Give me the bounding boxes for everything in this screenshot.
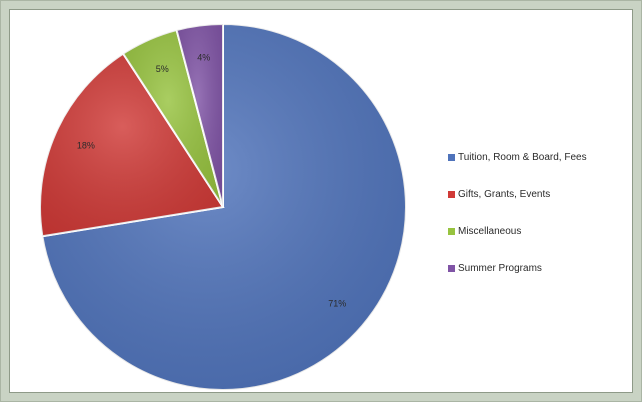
legend-swatch: [448, 153, 455, 161]
legend-label: Summer Programs: [458, 262, 542, 274]
data-label-summer-programs: 4%: [197, 53, 210, 63]
data-label-gifts: 18%: [77, 141, 95, 151]
legend-swatch: [448, 264, 455, 272]
pie-slice-shading: [176, 24, 223, 207]
pie-data-labels: 71% 18% 5% 4%: [77, 53, 346, 309]
pie-slice-shading: [39, 53, 223, 237]
pie-chart: 71% 18% 5% 4%: [39, 22, 407, 391]
legend-swatch: [448, 227, 455, 235]
legend-item-gifts: Gifts, Grants, Events: [448, 185, 587, 203]
legend-label: Gifts, Grants, Events: [458, 188, 551, 200]
pie-slices: [39, 22, 407, 391]
legend-item-miscellaneous: Miscellaneous: [448, 222, 587, 240]
legend-item-tuition: Tuition, Room & Board, Fees: [448, 148, 587, 166]
legend-swatch: [448, 190, 455, 198]
chart-legend: Tuition, Room & Board, Fees Gifts, Grant…: [448, 148, 587, 296]
legend-label: Tuition, Room & Board, Fees: [458, 151, 587, 163]
chart-plot-area: 71% 18% 5% 4% Tuition, Room & Board, Fees G…: [9, 9, 633, 393]
data-label-miscellaneous: 5%: [156, 64, 169, 74]
pie-slice-shading: [123, 29, 223, 207]
legend-label: Miscellaneous: [458, 225, 522, 237]
legend-item-summer-programs: Summer Programs: [448, 259, 587, 277]
data-label-tuition: 71%: [328, 299, 346, 309]
